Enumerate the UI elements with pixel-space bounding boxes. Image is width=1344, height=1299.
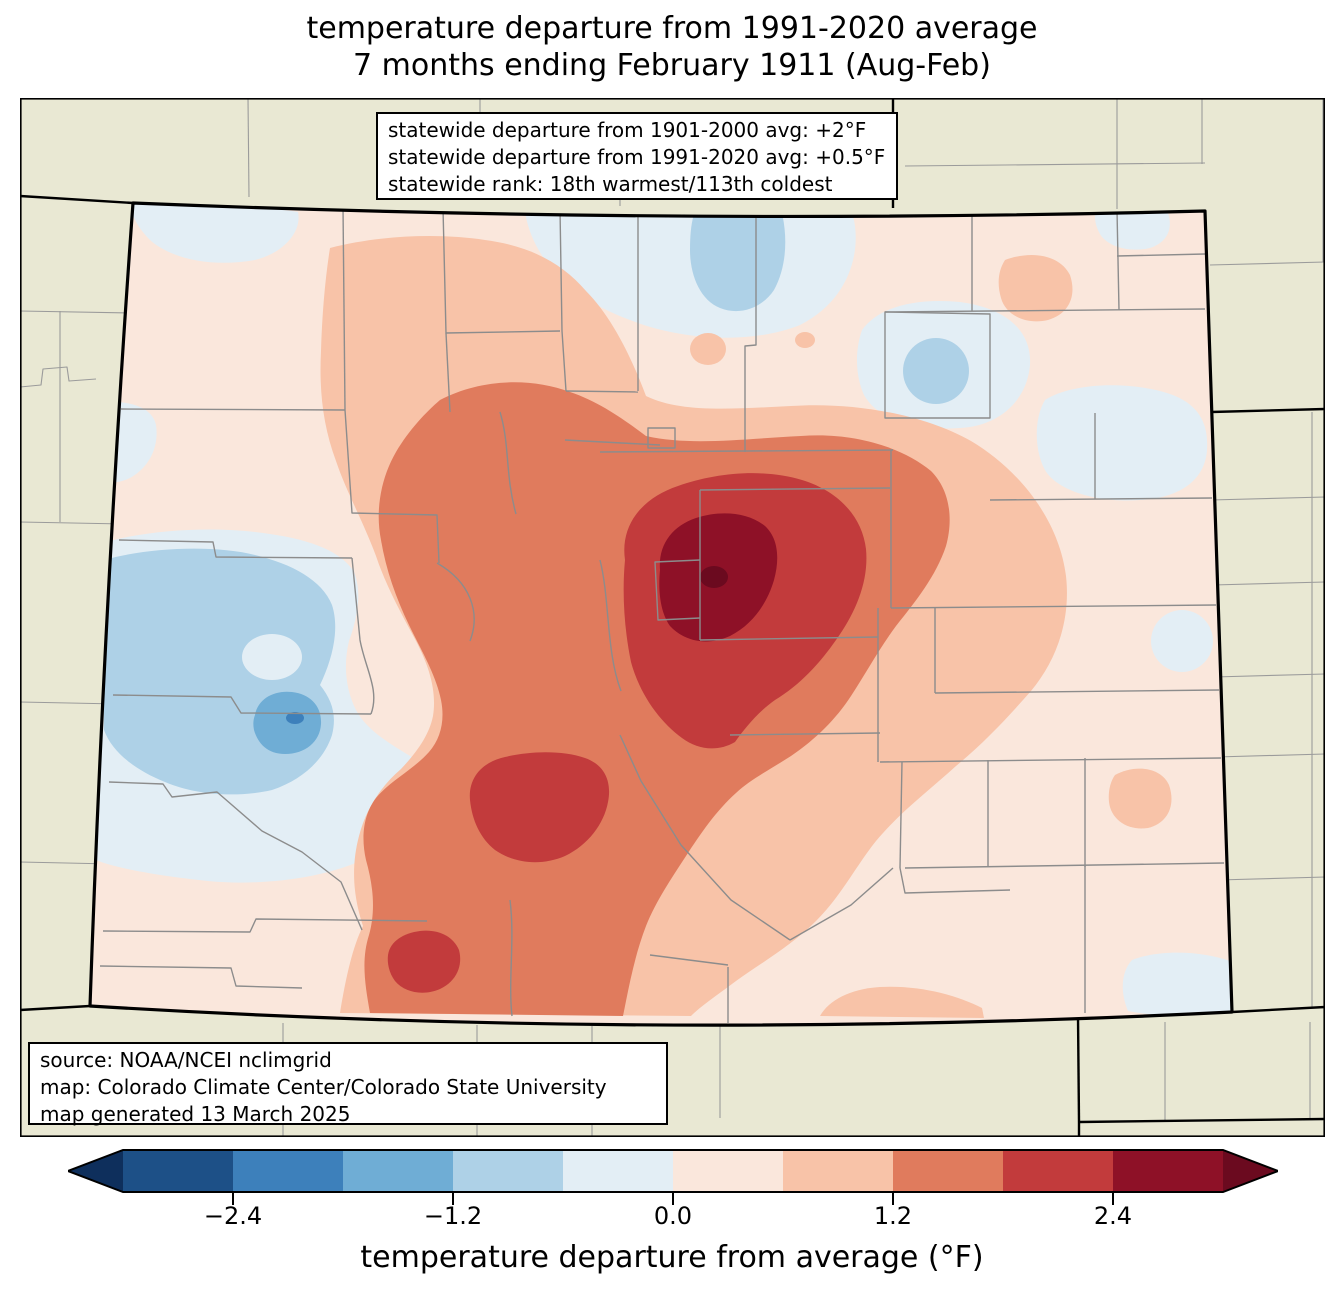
stats-line-3: statewide rank: 18th warmest/113th colde… [388, 172, 833, 196]
contour-red-south [469, 752, 610, 863]
colorbar [65, 1148, 1281, 1208]
colorado-border [88, 201, 1234, 1027]
colorbar-segment [563, 1150, 673, 1192]
contour-field [90, 203, 1232, 1026]
colorbar-segment [233, 1150, 343, 1192]
contour-cool-nw-corner [130, 203, 299, 263]
contour-lblue-west [104, 548, 336, 795]
contour-pale-hole [242, 634, 302, 680]
colorbar-tick-label: −1.2 [423, 1202, 483, 1230]
colorbar-tick-label: 0.0 [653, 1202, 693, 1230]
contour-warm-dot-1 [690, 333, 726, 365]
colorbar-segments [123, 1150, 1223, 1192]
colorbar-segment [1113, 1150, 1223, 1192]
contour-warm-ne-blob [998, 255, 1073, 322]
colorbar-segment [673, 1150, 783, 1192]
colorbar-tick-label: −2.4 [203, 1202, 263, 1230]
contour-cool-ne-border [1095, 209, 1170, 250]
colorbar-tick-label: 2.4 [1093, 1202, 1133, 1230]
source-box: source: NOAA/NCEI nclimgrid map: Colorad… [28, 1042, 668, 1126]
contour-cool-east-a [1036, 385, 1208, 501]
colorbar-axis-label: temperature departure from average (°F) [360, 1240, 984, 1275]
stats-box: statewide departure from 1901-2000 avg: … [376, 112, 898, 200]
contour-warm-dot-3 [494, 328, 510, 342]
colorbar-segment [453, 1150, 563, 1192]
contour-cool-se-corner [1122, 952, 1232, 1017]
contour-warm-se-blob [1108, 768, 1172, 829]
source-line-3: map generated 13 March 2025 [40, 1102, 351, 1126]
figure-title-line1: temperature departure from 1991-2020 ave… [306, 11, 1038, 46]
colorbar-under-arrow [68, 1150, 123, 1192]
stats-line-2: statewide departure from 1991-2020 avg: … [388, 145, 886, 169]
contour-red-bottom [387, 930, 461, 993]
colorado-county-lines [99, 205, 1225, 1023]
colorbar-segment [893, 1150, 1003, 1192]
contour-dblue-dot [286, 712, 304, 724]
colorado-map [20, 98, 1325, 1137]
colorbar-tick-label: 1.2 [873, 1202, 913, 1230]
figure-title: temperature departure from 1991-2020 ave… [0, 10, 1344, 84]
source-line-2: map: Colorado Climate Center/Colorado St… [40, 1075, 607, 1099]
colorbar-over-arrow [1223, 1150, 1278, 1192]
source-line-1: source: NOAA/NCEI nclimgrid [40, 1048, 332, 1072]
plot-frame [20, 98, 1325, 1137]
contour-warm-south-tongue [820, 986, 984, 1018]
contour-lblue-north-bell [690, 210, 786, 312]
figure-title-line2: 7 months ending February 1911 (Aug-Feb) [353, 48, 991, 83]
colorbar-ticks [232, 1192, 1114, 1205]
contour-maroon-core [700, 566, 728, 588]
contour-sblue-west [253, 691, 322, 754]
colorbar-segment [123, 1150, 233, 1192]
colorbar-segment [1003, 1150, 1113, 1192]
contour-lblue-washington [903, 338, 969, 404]
colorbar-segment [783, 1150, 893, 1192]
stats-line-1: statewide departure from 1901-2000 avg: … [388, 118, 867, 142]
contour-cool-east-b [1151, 610, 1213, 672]
contour-warm-dot-2 [795, 332, 815, 348]
colorbar-segment [343, 1150, 453, 1192]
